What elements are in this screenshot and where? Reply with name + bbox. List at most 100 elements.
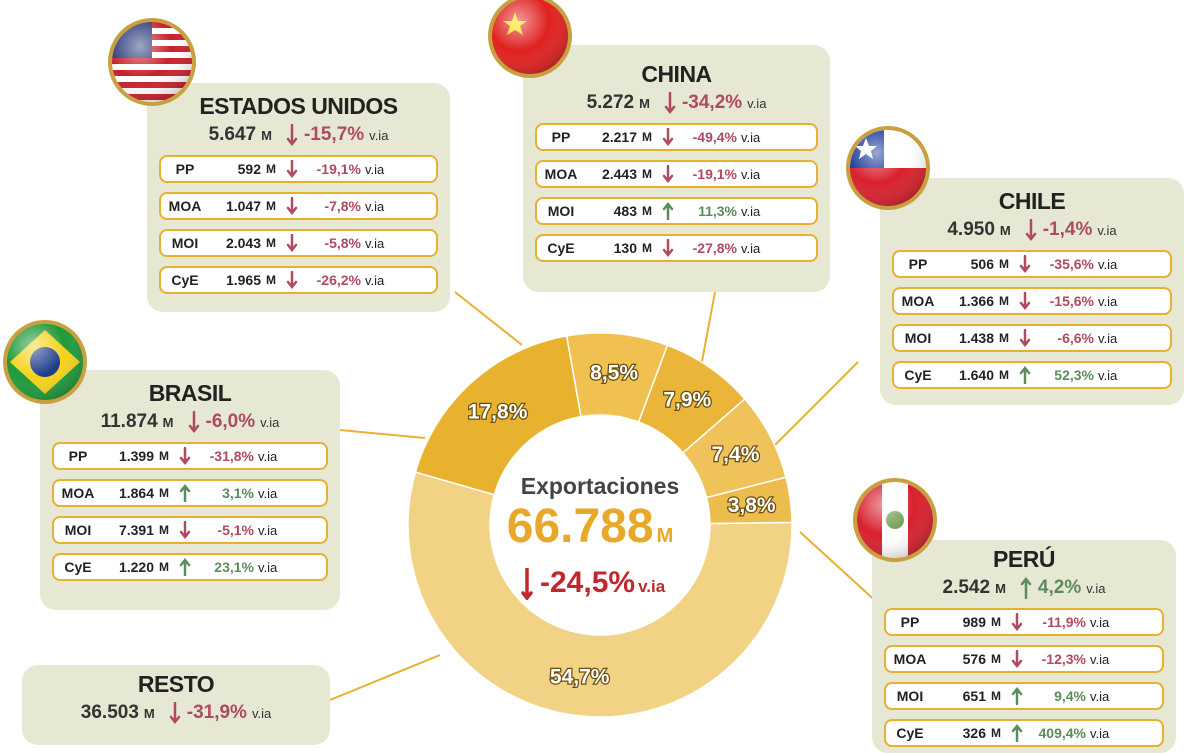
arrow-box [174, 447, 196, 465]
country-card: CHILE 4.950 M -1,4% v.ia PP 506 M -35,6% v.ia MOA 1… [880, 178, 1184, 405]
suffix: v.ia [1098, 256, 1118, 272]
arrow-shape [286, 271, 298, 289]
country-change: -15,7% [303, 124, 365, 145]
donut: 8,5% 7,9% 7,4% 3,8% 54,7% 17,8% [407, 332, 793, 718]
row-change: 9,4% [1054, 688, 1086, 704]
suffix: v.ia [258, 559, 278, 575]
trend-arrow [1011, 687, 1023, 705]
slice-label: 7,4% [712, 443, 760, 466]
unit: M [642, 204, 652, 218]
row-change: 11,3% [698, 203, 737, 219]
trend-arrow [662, 239, 674, 257]
row-pill: MOI 7.391 M -5,1% v.ia [52, 516, 328, 544]
unit: M [159, 486, 169, 500]
country-change: -34,2% [681, 92, 743, 113]
row-pill: PP 506 M -35,6% v.ia [892, 250, 1172, 278]
country-change: 4,2% [1037, 577, 1082, 598]
arrow-box [168, 702, 182, 724]
row-change: 23,1% [214, 559, 254, 575]
total-value: 66.788 [507, 500, 654, 553]
trend-arrow [662, 128, 674, 146]
trend-arrow [286, 197, 298, 215]
trend-arrow [1019, 292, 1031, 310]
arrow-box [285, 124, 299, 146]
country-total: 4.950 [947, 219, 995, 240]
arrow-box [281, 271, 303, 289]
unit: M [642, 130, 652, 144]
center-arrow [521, 568, 533, 600]
trend-arrow [286, 234, 298, 252]
leader-line [774, 361, 859, 446]
country-card: BRASIL 11.874 M -6,0% v.ia PP 1.399 M -31,8% v.ia… [40, 370, 340, 610]
unit: M [266, 162, 276, 176]
country-total: 5.647 [208, 124, 257, 145]
trend-arrow [179, 558, 191, 576]
row-value: 1.220 [118, 559, 154, 575]
row-label: CyE [171, 272, 199, 288]
suffix: v.ia [1090, 725, 1110, 741]
row-pill: MOA 1.864 M 3,1% v.ia [52, 479, 328, 507]
country-name: ESTADOS UNIDOS [199, 93, 398, 119]
country-change: -31,9% [186, 702, 247, 723]
arrow-shape [662, 165, 674, 183]
suffix: v.ia [1086, 581, 1106, 596]
row-label: CyE [904, 367, 932, 383]
trend-arrow [1019, 366, 1031, 384]
row-value: 989 [962, 614, 986, 630]
trend-arrow [1019, 329, 1031, 347]
country-name: BRASIL [148, 380, 232, 406]
country-name: CHINA [641, 61, 712, 87]
unit: M [995, 581, 1006, 596]
row-value: 1.640 [958, 367, 994, 383]
suffix: v.ia [251, 706, 272, 721]
arrow-shape [1025, 219, 1036, 241]
trend-arrow [521, 568, 533, 600]
row-value: 576 [962, 651, 986, 667]
country-total: 5.272 [586, 92, 635, 113]
trend-arrow [1011, 613, 1023, 631]
unit: M [999, 331, 1009, 345]
row-pill: PP 989 M -11,9% v.ia [884, 608, 1164, 636]
arrow-box [1014, 366, 1036, 384]
row-value: 483 [613, 203, 637, 219]
row-change: -11,9% [1042, 614, 1086, 630]
suffix: v.ia [1098, 330, 1118, 346]
row-pill: MOA 2.443 M -19,1% v.ia [535, 160, 818, 188]
country-change: -6,0% [205, 411, 256, 432]
row-label: PP [908, 256, 928, 272]
row-label: MOI [896, 688, 924, 704]
arrow-box [1006, 724, 1028, 742]
unit: M [642, 167, 652, 181]
row-pill: CyE 1.640 M 52,3% v.ia [892, 361, 1172, 389]
arrow-shape [179, 521, 191, 539]
row-label: PP [68, 448, 88, 464]
row-change: -35,6% [1049, 256, 1094, 272]
leader-lines [329, 291, 881, 701]
row-pill: CyE 1.965 M -26,2% v.ia [159, 266, 438, 294]
arrow-box [1014, 255, 1036, 273]
arrow-box [1006, 687, 1028, 705]
trend-arrow [286, 124, 298, 146]
unit: M [999, 223, 1011, 238]
row-change: -5,8% [324, 235, 361, 251]
suffix: v.ia [741, 129, 761, 145]
suffix: v.ia [1098, 293, 1118, 309]
arrow-box [174, 558, 196, 576]
arrow-shape [286, 124, 298, 146]
row-pill: MOI 483 M 11,3% v.ia [535, 197, 818, 225]
total-unit: M [657, 525, 674, 547]
country-total: 11.874 [100, 411, 158, 432]
arrow-shape [1019, 329, 1031, 347]
arrow-shape [1011, 613, 1023, 631]
suffix: v.ia [741, 203, 761, 219]
unit: M [159, 449, 169, 463]
suffix: v.ia [747, 96, 767, 111]
arrow-box [1006, 650, 1028, 668]
unit: M [999, 257, 1009, 271]
arrow-shape [1011, 687, 1023, 705]
row-pill: CyE 1.220 M 23,1% v.ia [52, 553, 328, 581]
arrow-box [281, 160, 303, 178]
row-change: -19,1% [692, 166, 737, 182]
country-name: PERÚ [993, 546, 1055, 572]
